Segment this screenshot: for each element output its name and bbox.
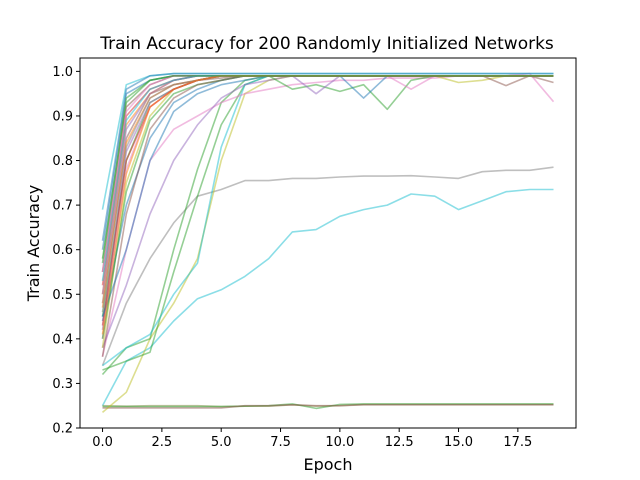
y-tick-label-5: 0.7 [52, 199, 73, 214]
y-axis: 0.2 0.3 0.4 0.5 0.6 0.7 0.8 0.9 1.0 [52, 65, 80, 437]
y-tick-label-2: 0.4 [52, 332, 73, 347]
y-tick-label-8: 1.0 [52, 65, 73, 80]
series-line-25 [101, 72, 554, 241]
x-tick-label-7: 17.5 [503, 435, 532, 450]
y-tick-label-0: 0.2 [52, 422, 73, 437]
series-line-1 [101, 166, 554, 366]
x-axis: 0.0 2.5 5.0 7.5 10.0 12.5 15.0 17.5 [92, 428, 532, 450]
x-tick-label-4: 10.0 [325, 435, 354, 450]
series-layer [101, 72, 555, 414]
y-axis-label: Train Accuracy [24, 185, 43, 303]
plot-frame [79, 57, 577, 429]
y-tick-label-4: 0.6 [52, 243, 73, 258]
series-line-0 [101, 188, 554, 407]
x-tick-label-3: 7.5 [270, 435, 291, 450]
chart-title: Train Accuracy for 200 Randomly Initiali… [99, 34, 554, 54]
x-tick-label-5: 12.5 [385, 435, 414, 450]
y-tick-label-6: 0.8 [52, 154, 73, 169]
y-tick-label-1: 0.3 [52, 377, 73, 392]
series-line-34 [101, 75, 554, 264]
x-tick-label-2: 5.0 [211, 435, 232, 450]
y-tick-label-3: 0.5 [52, 288, 73, 303]
x-tick-label-1: 2.5 [152, 435, 173, 450]
x-tick-label-6: 15.0 [444, 435, 473, 450]
y-tick-label-7: 0.9 [52, 109, 73, 124]
x-tick-label-0: 0.0 [92, 435, 113, 450]
x-axis-label: Epoch [304, 455, 353, 474]
series-line-4 [102, 403, 554, 409]
